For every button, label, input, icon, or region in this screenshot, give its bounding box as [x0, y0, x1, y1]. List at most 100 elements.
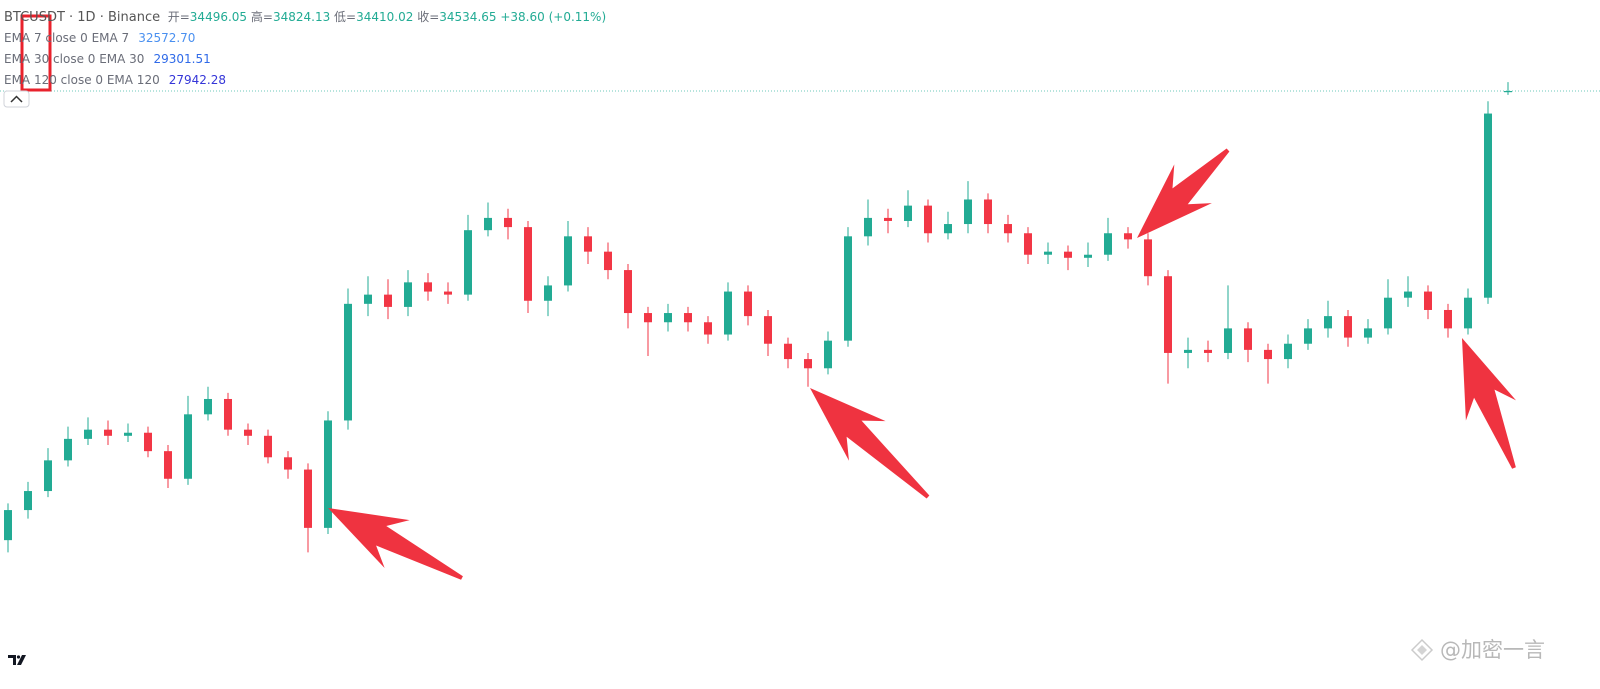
candle-body	[124, 432, 132, 436]
legend-value: 32572.70	[138, 31, 196, 45]
change: +38.60 (+0.11%)	[500, 10, 607, 24]
candle-body	[1224, 328, 1232, 353]
candle-body	[1064, 251, 1072, 258]
candle-body	[224, 398, 232, 430]
candle-body	[584, 236, 592, 252]
candle-body	[424, 282, 432, 292]
candle-body	[484, 217, 492, 231]
candle-body	[804, 359, 812, 369]
candle-body	[1024, 233, 1032, 255]
candle-body	[684, 313, 692, 323]
candle-body	[184, 414, 192, 479]
candle-body	[304, 469, 312, 528]
candle-body	[1344, 316, 1352, 338]
candle-body	[544, 285, 552, 301]
candle-body	[644, 313, 652, 323]
candle-body	[104, 429, 112, 436]
candle-body	[1184, 349, 1192, 353]
candle-body	[1104, 233, 1112, 255]
legend-row[interactable]: EMA 7 close 0 EMA 7 32572.70	[4, 28, 606, 49]
collapse-button[interactable]	[3, 90, 30, 108]
candle-body	[324, 420, 332, 528]
plot-area	[0, 82, 1600, 553]
candle-body	[744, 291, 752, 317]
candle-body	[1144, 239, 1152, 277]
candle-body	[1124, 233, 1132, 240]
candle-body	[1044, 251, 1052, 255]
candle-body	[1084, 254, 1092, 258]
candle-body	[1504, 91, 1512, 93]
candle-body	[44, 460, 52, 492]
candle-body	[444, 291, 452, 295]
candle-body	[824, 340, 832, 369]
candle-body	[1384, 297, 1392, 329]
candle-body	[464, 230, 472, 295]
legend-value: 29301.51	[153, 52, 211, 66]
candle-body	[984, 199, 992, 225]
candle-body	[564, 236, 572, 286]
candle-body	[4, 510, 12, 541]
arrow	[810, 388, 930, 499]
candle-body	[1364, 328, 1372, 338]
candle-body	[504, 217, 512, 228]
candle-body	[1164, 276, 1172, 353]
candle-body	[664, 313, 672, 323]
collapse-icon	[10, 95, 23, 103]
candle-body	[864, 217, 872, 237]
legend-row[interactable]: EMA 30 close 0 EMA 30 29301.51	[4, 49, 606, 70]
legend-name: EMA 30 close 0 EMA 30	[4, 52, 145, 66]
candle-body	[1464, 297, 1472, 329]
candle-body	[344, 303, 352, 421]
ohlc-value: 34410.02	[356, 10, 414, 24]
candle-body	[404, 282, 412, 307]
chart-header: BTCUSDT · 1D · Binance 开=34496.05 高=3482…	[4, 7, 606, 91]
candle-body	[524, 227, 532, 301]
candle-body	[944, 224, 952, 234]
candle-body	[264, 435, 272, 458]
candle-body	[284, 457, 292, 470]
candle-body	[364, 294, 372, 304]
candle-body	[64, 438, 72, 461]
symbol-row: BTCUSDT · 1D · Binance 开=34496.05 高=3482…	[4, 7, 606, 28]
candle-body	[1004, 224, 1012, 234]
candle-body	[1324, 316, 1332, 329]
legend-row[interactable]: EMA 120 close 0 EMA 120 27942.28	[4, 70, 606, 91]
candle-body	[884, 217, 892, 221]
ohlc-value: 34496.05	[189, 10, 248, 24]
ohlc-label: 高=	[250, 10, 273, 24]
candle-body	[964, 199, 972, 225]
ohlc-label: 开=	[167, 10, 190, 24]
candle-body	[204, 398, 212, 415]
candle-body	[1444, 309, 1452, 329]
arrow	[328, 508, 463, 580]
candle-body	[904, 205, 912, 221]
candle-body	[1404, 291, 1412, 298]
candle-body	[784, 343, 792, 360]
ohlc-value: 34824.13	[272, 10, 331, 24]
candle-body	[1424, 291, 1432, 310]
candle-body	[384, 294, 392, 307]
candle-body	[844, 236, 852, 341]
candle-body	[84, 429, 92, 439]
legend-name: EMA 7 close 0 EMA 7	[4, 31, 130, 45]
ohlc-value: 34534.65	[439, 10, 497, 24]
annotations: @加密一言	[3, 14, 1545, 673]
arrow	[1137, 148, 1230, 238]
candle-body	[164, 451, 172, 479]
candle-body	[1284, 343, 1292, 360]
candle-body	[1304, 328, 1312, 344]
candle-body	[704, 322, 712, 335]
candle-body	[1484, 113, 1492, 298]
watermark-icon	[1410, 638, 1434, 662]
legend-name: EMA 120 close 0 EMA 120	[4, 73, 160, 87]
candle-body	[1204, 349, 1212, 353]
legend-value: 27942.28	[168, 73, 226, 87]
watermark: @加密一言	[1440, 638, 1545, 662]
candle-body	[1244, 328, 1252, 350]
candle-body	[764, 316, 772, 344]
candle-body	[244, 429, 252, 436]
candle-body	[604, 251, 612, 271]
tv-logo	[5, 647, 31, 673]
